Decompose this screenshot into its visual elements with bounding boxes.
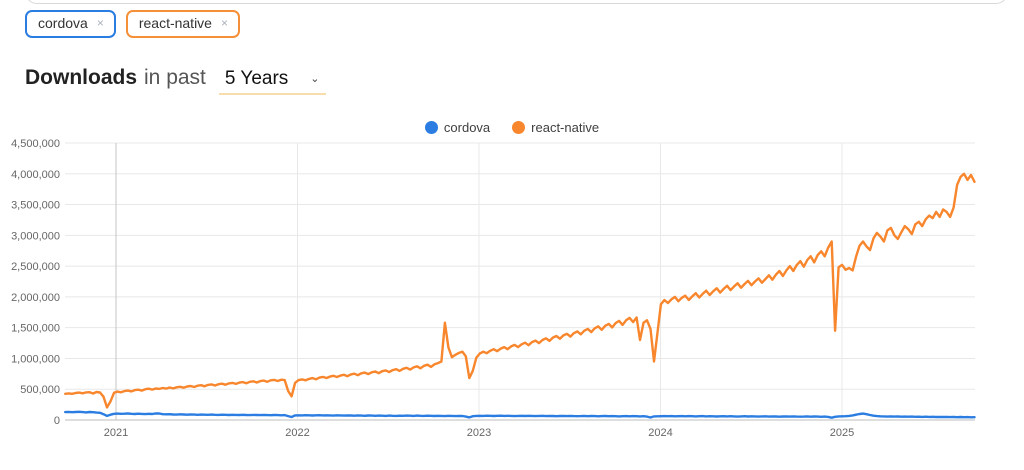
package-chip-list: cordova × react-native × bbox=[25, 10, 240, 38]
svg-text:500,000: 500,000 bbox=[20, 384, 60, 396]
legend-label-cordova: cordova bbox=[443, 120, 491, 135]
time-range-value: 5 Years bbox=[224, 68, 289, 89]
chevron-down-icon: ⌄ bbox=[310, 72, 320, 85]
svg-text:4,500,000: 4,500,000 bbox=[11, 138, 60, 150]
page-subtitle: in past bbox=[144, 66, 206, 89]
search-input[interactable] bbox=[25, 0, 1008, 4]
svg-text:1,500,000: 1,500,000 bbox=[11, 323, 60, 335]
chip-react-native-remove-icon[interactable]: × bbox=[220, 16, 228, 30]
section-header: Downloads in past 5 Years ⌄ bbox=[25, 66, 326, 95]
legend-item-cordova[interactable]: cordova bbox=[424, 120, 491, 135]
chip-react-native-label: react-native bbox=[138, 15, 212, 31]
legend-item-react-native[interactable]: react-native bbox=[512, 120, 599, 135]
svg-text:2024: 2024 bbox=[648, 427, 672, 439]
chip-cordova[interactable]: cordova × bbox=[25, 10, 116, 38]
svg-text:2021: 2021 bbox=[104, 427, 128, 439]
svg-text:2023: 2023 bbox=[467, 427, 491, 439]
svg-text:1,000,000: 1,000,000 bbox=[11, 353, 60, 365]
downloads-line-chart[interactable]: 0 500,000 1,000,000 1,500,000 2,000,000 2,500… bbox=[0, 138, 1024, 450]
time-range-select[interactable]: 5 Years ⌄ bbox=[218, 68, 326, 95]
svg-text:2,000,000: 2,000,000 bbox=[11, 292, 60, 304]
svg-text:2025: 2025 bbox=[830, 427, 854, 439]
svg-text:4,000,000: 4,000,000 bbox=[11, 169, 60, 181]
legend-marker-cordova-icon bbox=[424, 121, 438, 134]
svg-text:2,500,000: 2,500,000 bbox=[11, 261, 60, 273]
svg-text:3,000,000: 3,000,000 bbox=[11, 230, 60, 242]
chip-react-native[interactable]: react-native × bbox=[125, 10, 240, 38]
svg-text:3,500,000: 3,500,000 bbox=[11, 200, 60, 212]
chip-cordova-remove-icon[interactable]: × bbox=[96, 16, 104, 30]
legend-label-react-native: react-native bbox=[531, 120, 600, 135]
svg-text:0: 0 bbox=[54, 415, 60, 427]
svg-text:2022: 2022 bbox=[285, 427, 309, 439]
legend-marker-react-native-icon bbox=[512, 121, 526, 134]
page-title: Downloads bbox=[25, 66, 138, 89]
chip-cordova-label: cordova bbox=[38, 15, 88, 31]
chart-legend: cordova react-native bbox=[0, 120, 1024, 135]
